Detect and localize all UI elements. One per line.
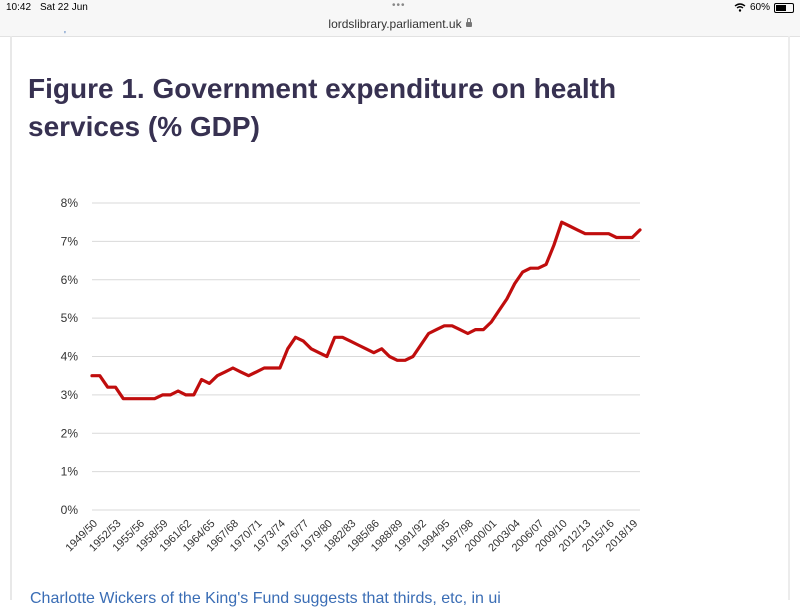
body-text-partial: Charlotte Wickers of the King's Fund sug…	[30, 590, 501, 608]
y-tick-label: 4%	[61, 350, 79, 364]
y-tick-label: 5%	[61, 311, 79, 325]
y-tick-label: 6%	[61, 273, 79, 287]
y-tick-label: 0%	[61, 503, 79, 517]
y-tick-label: 8%	[61, 196, 79, 210]
y-tick-label: 1%	[61, 465, 79, 479]
y-tick-label: 3%	[61, 388, 79, 402]
y-tick-label: 7%	[61, 234, 79, 248]
y-tick-label: 2%	[61, 426, 79, 440]
series-line	[92, 222, 640, 399]
